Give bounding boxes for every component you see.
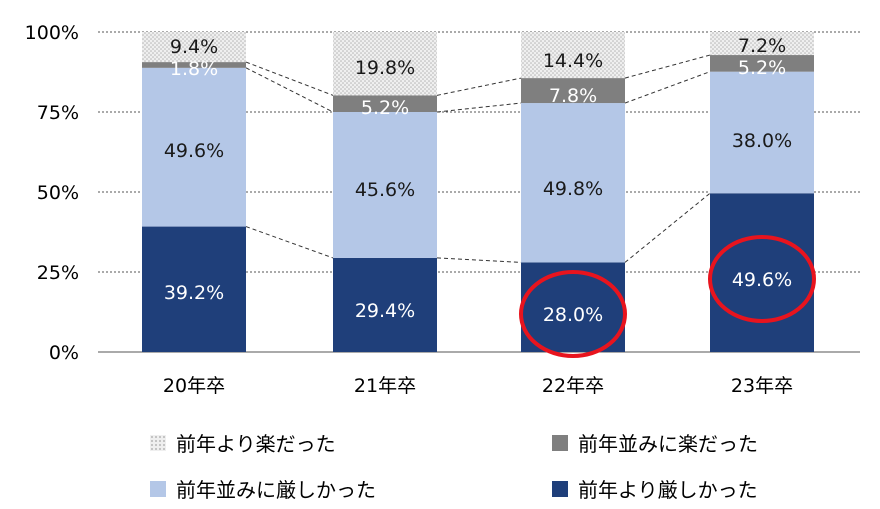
- category-labels: 20年卒 21年卒 22年卒 23年卒: [163, 375, 793, 397]
- y-tick-label: 100%: [25, 22, 79, 44]
- connector-lines: [245, 54, 711, 263]
- highlight-circle: [708, 235, 816, 323]
- data-label: 7.8%: [549, 85, 597, 107]
- data-label: 9.4%: [170, 36, 218, 58]
- bar-segment: [333, 95, 437, 112]
- connector-line: [245, 67, 334, 113]
- bars: [142, 32, 814, 352]
- connector-line: [245, 61, 334, 96]
- data-label: 49.8%: [543, 178, 603, 200]
- bar-segment: [521, 78, 625, 104]
- connector-line: [436, 257, 522, 263]
- data-label: 14.4%: [543, 50, 603, 72]
- connector-line: [436, 77, 522, 96]
- data-label: 39.2%: [164, 282, 224, 304]
- y-tick-label: 75%: [37, 102, 79, 124]
- data-label: 49.6%: [732, 269, 792, 291]
- bar-segment: [333, 32, 437, 96]
- bar-segment: [710, 193, 814, 352]
- data-label: 7.2%: [738, 35, 786, 57]
- bar-segment: [521, 32, 625, 79]
- connector-line: [624, 71, 711, 104]
- y-tick-label: 25%: [37, 262, 79, 284]
- bar-segment: [710, 32, 814, 56]
- data-label: 45.6%: [355, 179, 415, 201]
- bar-segment: [142, 32, 246, 63]
- connector-line: [436, 102, 522, 113]
- bar-segment: [142, 62, 246, 68]
- bar-segment: [333, 257, 437, 352]
- bar-segment: [710, 55, 814, 72]
- data-label: 28.0%: [543, 304, 603, 326]
- y-tick-label: 50%: [37, 182, 79, 204]
- highlight-circles: [519, 235, 816, 358]
- category-label: 23年卒: [731, 375, 793, 397]
- highlight-circle: [519, 270, 627, 358]
- data-label: 5.2%: [738, 57, 786, 79]
- category-label: 21年卒: [354, 375, 416, 397]
- bar-segment: [333, 112, 437, 258]
- data-label: 49.6%: [164, 140, 224, 162]
- bar-segment: [521, 103, 625, 263]
- y-axis-ticks: 0% 25% 50% 75% 100%: [25, 22, 79, 364]
- bar-segment: [710, 71, 814, 194]
- bar-segment: [142, 67, 246, 227]
- connector-line: [245, 226, 334, 259]
- category-label: 22年卒: [542, 375, 604, 397]
- data-label: 19.8%: [355, 57, 415, 79]
- data-label: 38.0%: [732, 130, 792, 152]
- data-label: 1.8%: [170, 58, 218, 80]
- bar-segment: [142, 226, 246, 352]
- connector-line: [624, 192, 711, 263]
- category-label: 20年卒: [163, 375, 225, 397]
- bar-segment: [521, 262, 625, 352]
- y-tick-label: 0%: [49, 342, 79, 364]
- data-label: 29.4%: [355, 300, 415, 322]
- data-labels: 39.2% 29.4% 28.0% 49.6% 49.6% 45.6% 49.8% 38.0%…: [164, 35, 792, 326]
- data-label: 5.2%: [361, 97, 409, 119]
- connector-line: [624, 54, 711, 79]
